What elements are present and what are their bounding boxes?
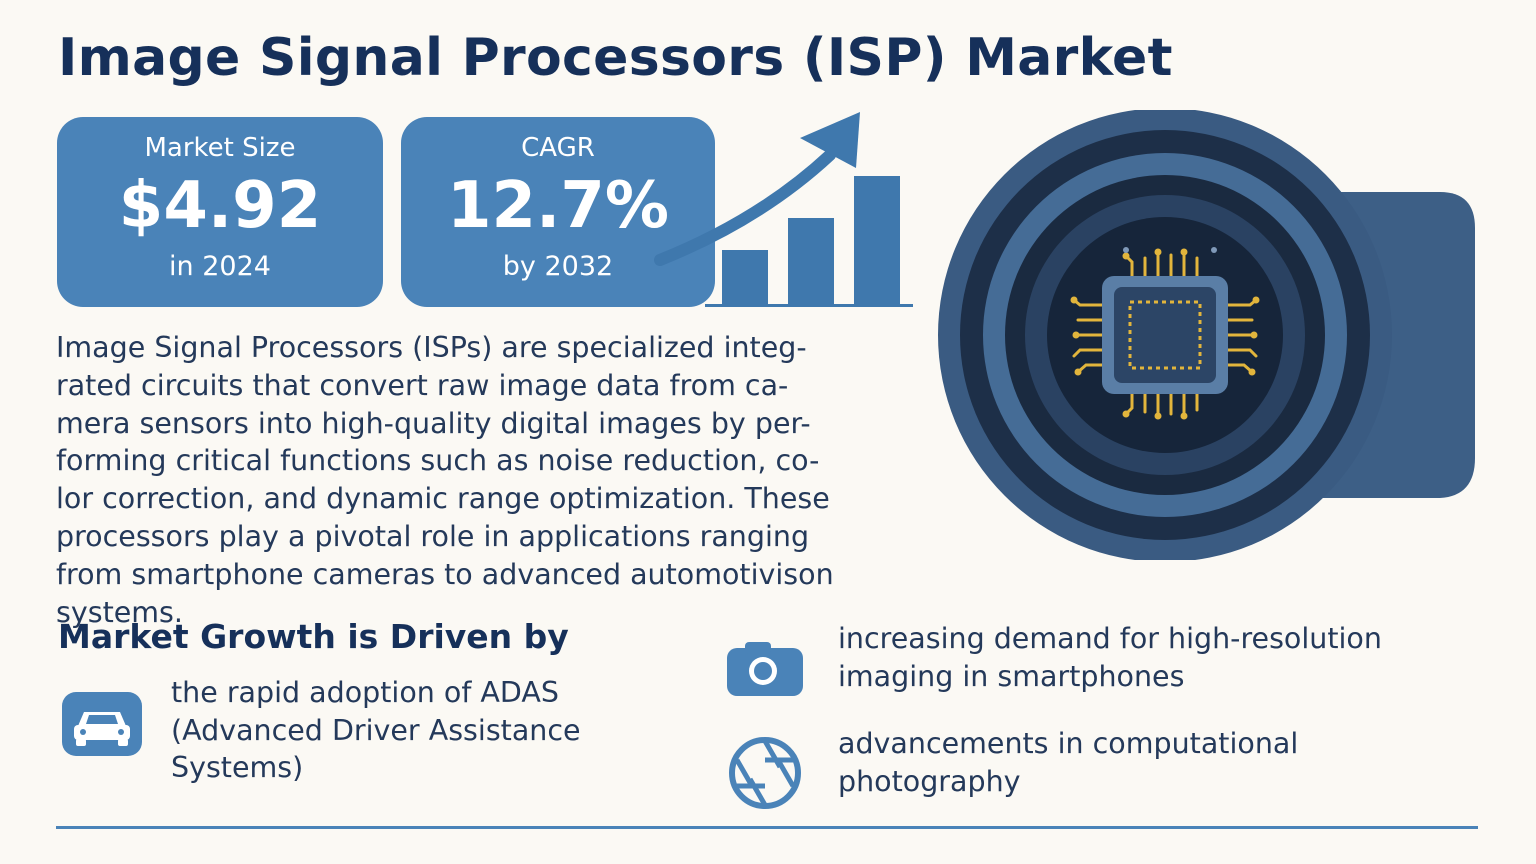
driver-adas: the rapid adoption of ADAS (Advanced Dri… bbox=[171, 676, 581, 785]
rising-bar-chart-arrow-icon bbox=[654, 112, 913, 307]
cagr-year: by 2032 bbox=[502, 251, 614, 282]
market-size-card: Market Size $4.92 in 2024 bbox=[57, 117, 383, 307]
market-size-value: $4.92 bbox=[118, 169, 322, 243]
page-title: Image Signal Processors (ISP) Market bbox=[58, 28, 1173, 88]
camera-icon bbox=[727, 642, 803, 696]
camera-lens-with-chip-icon bbox=[938, 110, 1475, 560]
driver-computational-photography: advancements in computational photograph… bbox=[838, 727, 1299, 798]
drivers-heading: Market Growth is Driven by bbox=[58, 617, 569, 656]
cagr-value: 12.7% bbox=[446, 169, 670, 243]
cagr-label: CAGR bbox=[521, 133, 595, 163]
market-size-year: in 2024 bbox=[169, 251, 271, 282]
market-size-label: Market Size bbox=[144, 133, 296, 163]
aperture-icon bbox=[729, 737, 801, 809]
bottom-divider bbox=[56, 826, 1478, 829]
cagr-card: CAGR 12.7% by 2032 bbox=[401, 117, 715, 307]
driver-high-res-imaging: increasing demand for high-resolution im… bbox=[838, 622, 1382, 693]
market-description: Image Signal Processors (ISPs) are speci… bbox=[56, 331, 834, 629]
car-icon bbox=[62, 692, 142, 756]
